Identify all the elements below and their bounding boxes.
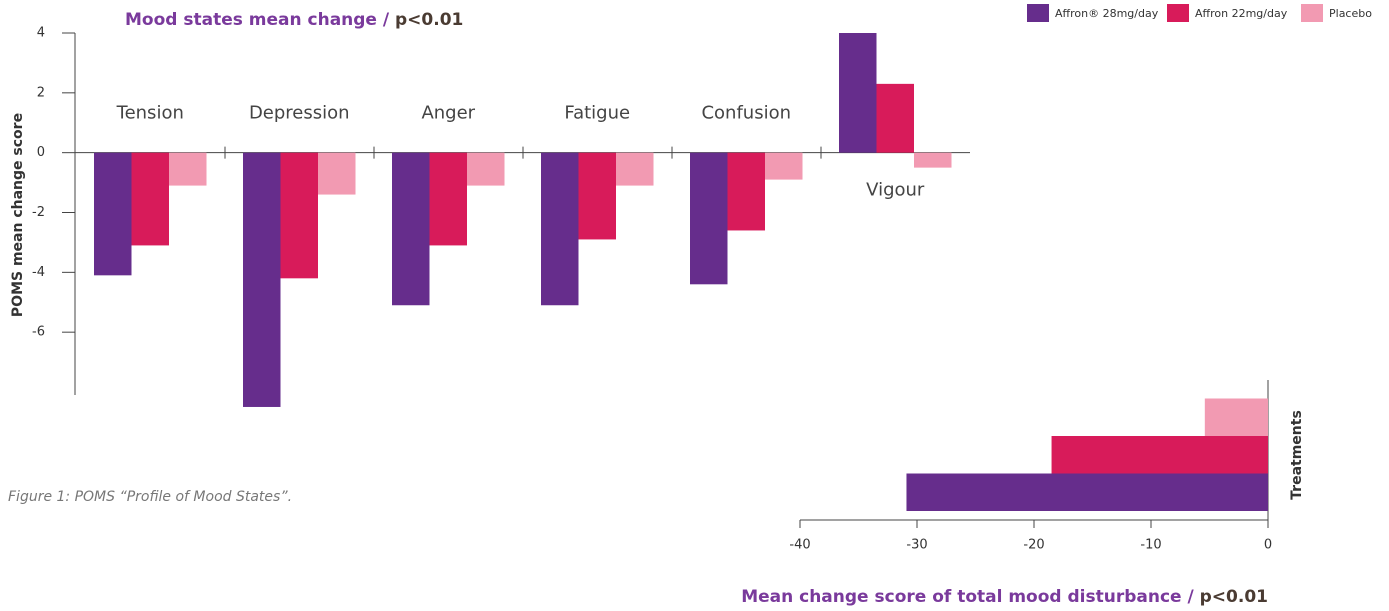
- bar: [765, 152, 803, 180]
- legend-swatch: [1027, 4, 1049, 22]
- legend-label: Affron 22mg/day: [1195, 7, 1288, 20]
- bar: [318, 152, 356, 195]
- x-tick-label: -10: [1140, 538, 1161, 553]
- bar: [727, 152, 765, 231]
- bar: [392, 152, 430, 306]
- category-label: Tension: [116, 103, 184, 124]
- x-tick-label: -20: [1023, 538, 1044, 553]
- y-tick-label: -2: [32, 205, 45, 220]
- legend-swatch: [1301, 4, 1323, 22]
- bar: [690, 152, 728, 285]
- y-tick-label: -4: [32, 265, 45, 280]
- bar: [906, 473, 1268, 511]
- y-tick-label: 0: [37, 145, 45, 160]
- caption: Figure 1: POMS “Profile of Mood States”.: [8, 489, 292, 505]
- bar: [914, 152, 952, 168]
- bar: [616, 152, 654, 186]
- y-tick-label: 4: [37, 26, 45, 41]
- y-tick-label: 2: [37, 85, 45, 100]
- y-axis-label: Treatments: [1289, 410, 1305, 500]
- title-note: p<0.01: [395, 10, 463, 30]
- chart-title: Mood states mean change / p<0.01: [125, 10, 463, 30]
- legend-swatch: [1167, 4, 1189, 22]
- x-tick-label: 0: [1264, 538, 1272, 553]
- category-label: Anger: [421, 103, 475, 124]
- title-note: p<0.01: [1200, 587, 1268, 607]
- legend-label: Placebo: [1329, 7, 1372, 20]
- x-tick-label: -30: [906, 538, 927, 553]
- bar: [1204, 398, 1268, 436]
- title: Mean change score of total mood disturba…: [741, 587, 1194, 607]
- category-label: Fatigue: [564, 103, 630, 124]
- category-label: Depression: [249, 103, 350, 124]
- bar: [243, 152, 281, 407]
- category-label: Vigour: [866, 180, 925, 201]
- bar: [1051, 436, 1268, 474]
- bar: [131, 152, 169, 246]
- bar: [94, 152, 132, 276]
- bar: [169, 152, 207, 186]
- bar: [467, 152, 505, 186]
- bar: [429, 152, 467, 246]
- bar: [839, 33, 877, 153]
- bar: [876, 83, 914, 153]
- chart-title: Mean change score of total mood disturba…: [741, 587, 1268, 607]
- legend-label: Affron® 28mg/day: [1055, 7, 1159, 20]
- x-tick-label: -40: [789, 538, 810, 553]
- bar: [541, 152, 579, 306]
- y-axis-label: POMS mean change score: [10, 113, 26, 317]
- y-tick-label: -6: [32, 325, 45, 340]
- title: Mood states mean change /: [125, 10, 390, 30]
- category-label: Confusion: [701, 103, 791, 124]
- bar: [280, 152, 318, 279]
- bar: [578, 152, 616, 240]
